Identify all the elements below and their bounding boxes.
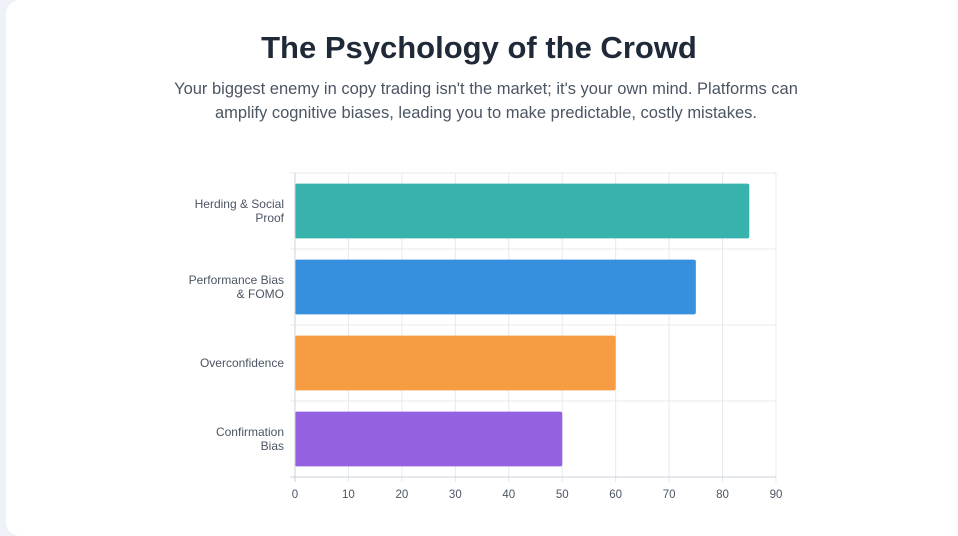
bar[interactable]	[295, 335, 616, 391]
y-category-label: Herding & Social Proof	[195, 197, 285, 225]
y-category-label-line: Confirmation	[216, 425, 284, 439]
y-category-label-line: Performance Bias	[189, 273, 284, 287]
y-category-label: Confirmation Bias	[216, 425, 284, 453]
chart-bars	[295, 183, 750, 467]
bar[interactable]	[295, 259, 696, 315]
x-tick-label: 30	[449, 489, 462, 501]
page-title: The Psychology of the Crowd	[261, 30, 697, 65]
y-category-label-line: Bias	[261, 439, 284, 453]
x-tick-label: 90	[770, 489, 783, 501]
x-tick-label: 20	[395, 489, 408, 501]
x-tick-label: 70	[663, 489, 676, 501]
y-category-label-line: Proof	[255, 211, 284, 225]
y-category-label-line: Overconfidence	[200, 356, 284, 370]
chart-axes	[294, 173, 776, 478]
y-category-label-line: Herding & Social	[195, 197, 284, 211]
x-tick-label: 80	[716, 489, 729, 501]
chart-labels: 0 10 20 30 40 50 60 70 80 90 Herding & Social Proof…	[189, 197, 783, 501]
x-tick-label: 60	[609, 489, 622, 501]
y-category-label: Overconfidence	[200, 356, 284, 370]
page-subtitle: Your biggest enemy in copy trading isn't…	[174, 80, 798, 122]
x-tick-label: 50	[556, 489, 569, 501]
x-tick-label: 10	[342, 489, 355, 501]
bar[interactable]	[295, 411, 563, 467]
bar[interactable]	[295, 183, 750, 239]
y-category-label: Performance Bias & FOMO	[189, 273, 284, 301]
x-tick-label: 0	[292, 489, 298, 501]
x-tick-label: 40	[502, 489, 515, 501]
y-category-label-line: & FOMO	[237, 287, 284, 301]
